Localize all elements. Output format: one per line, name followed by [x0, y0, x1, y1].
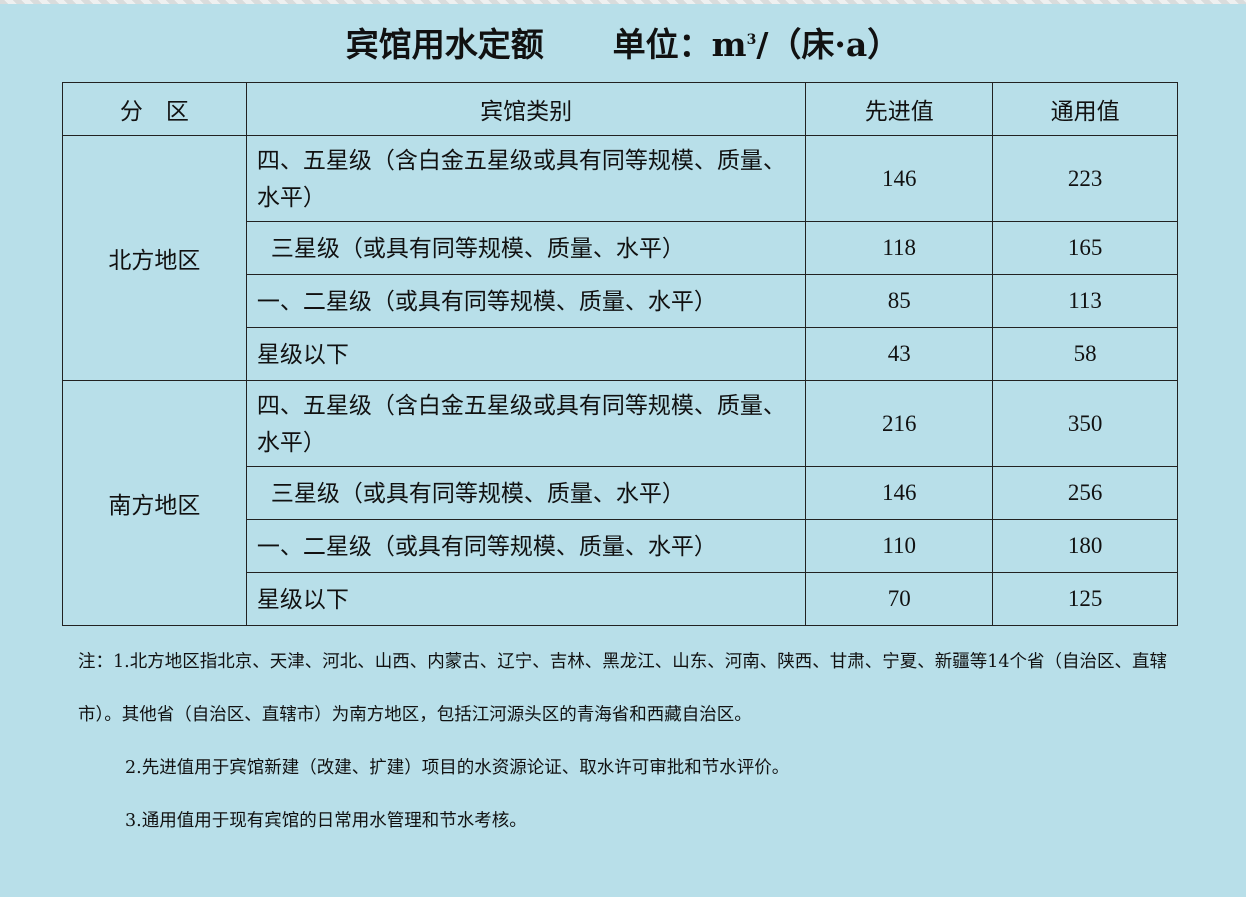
header-region: 分 区	[62, 82, 247, 136]
water-quota-table: 分 区 宾馆类别 先进值 通用值 北方地区 四、五星级（含白金五星级或具有同等规…	[62, 82, 1178, 626]
general-cell: 125	[992, 572, 1178, 626]
advanced-cell: 118	[805, 221, 994, 275]
unit-suffix: /（床·a）	[756, 25, 901, 64]
unit-prefix: 单位：m	[612, 25, 747, 64]
region-cell: 北方地区	[62, 135, 247, 381]
header-category: 宾馆类别	[245, 82, 807, 136]
page-title: 宾馆用水定额 单位：m3/（床·a）	[0, 18, 1246, 66]
note-3: 3.通用值用于现有宾馆的日常用水管理和节水考核。	[125, 811, 527, 831]
general-cell: 113	[992, 274, 1178, 328]
notes: 注：1.北方地区指北京、天津、河北、山西、内蒙古、辽宁、吉林、黑龙江、山东、河南…	[78, 636, 1188, 848]
general-cell: 165	[992, 221, 1178, 275]
category-cell: 三星级（或具有同等规模、质量、水平）	[245, 221, 807, 275]
category-cell: 一、二星级（或具有同等规模、质量、水平）	[245, 519, 807, 573]
table-row: 南方地区 四、五星级（含白金五星级或具有同等规模、质量、水平） 216 350	[62, 380, 1178, 626]
table-row: 一、二星级（或具有同等规模、质量、水平） 110 180	[63, 519, 1178, 573]
advanced-cell: 110	[805, 519, 994, 573]
table-row: 星级以下 70 125	[63, 572, 1178, 626]
category-cell: 三星级（或具有同等规模、质量、水平）	[245, 466, 807, 520]
note-2: 2.先进值用于宾馆新建（改建、扩建）项目的水资源论证、取水许可审批和节水评价。	[125, 758, 790, 778]
category-cell: 四、五星级（含白金五星级或具有同等规模、质量、水平）	[245, 135, 807, 222]
advanced-cell: 43	[805, 327, 994, 381]
advanced-cell: 85	[805, 274, 994, 328]
region-cell: 南方地区	[62, 380, 247, 626]
table-row: 星级以下 43 58	[63, 327, 1178, 381]
title-text: 宾馆用水定额	[345, 25, 544, 64]
header-row: 分 区 宾馆类别 先进值 通用值	[62, 82, 1178, 136]
general-cell: 256	[992, 466, 1178, 520]
unit-superscript: 3	[746, 32, 757, 48]
note-1: 注：1.北方地区指北京、天津、河北、山西、内蒙古、辽宁、吉林、黑龙江、山东、河南…	[78, 652, 1167, 725]
header-general: 通用值	[992, 82, 1178, 136]
category-cell: 一、二星级（或具有同等规模、质量、水平）	[245, 274, 807, 328]
header-advanced: 先进值	[805, 82, 994, 136]
top-edge-strip	[0, 0, 1246, 4]
table-row: 三星级（或具有同等规模、质量、水平） 146 256	[63, 466, 1178, 520]
category-cell: 星级以下	[245, 572, 807, 626]
table-row: 北方地区 四、五星级（含白金五星级或具有同等规模、质量、水平） 146 223	[62, 135, 1178, 381]
general-cell: 180	[992, 519, 1178, 573]
general-cell: 350	[992, 380, 1178, 467]
general-cell: 223	[992, 135, 1178, 222]
table-row: 三星级（或具有同等规模、质量、水平） 118 165	[63, 221, 1178, 275]
advanced-cell: 216	[805, 380, 994, 467]
advanced-cell: 146	[805, 466, 994, 520]
category-cell: 四、五星级（含白金五星级或具有同等规模、质量、水平）	[245, 380, 807, 467]
advanced-cell: 70	[805, 572, 994, 626]
category-cell: 星级以下	[245, 327, 807, 381]
advanced-cell: 146	[805, 135, 994, 222]
general-cell: 58	[992, 327, 1178, 381]
